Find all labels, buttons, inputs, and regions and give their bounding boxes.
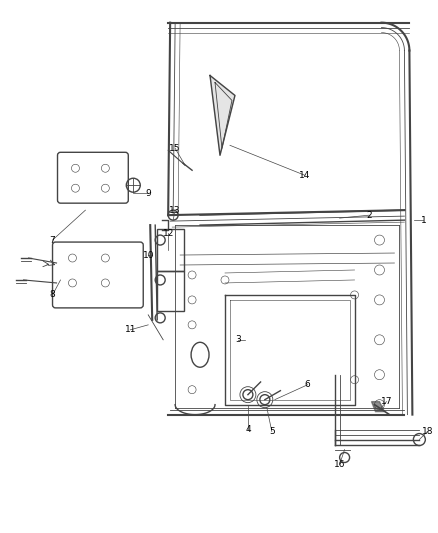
Text: 1: 1 [420, 216, 426, 224]
Text: 2: 2 [367, 211, 372, 220]
Text: 5: 5 [269, 427, 275, 436]
Text: 18: 18 [422, 427, 433, 436]
Polygon shape [210, 76, 235, 155]
Text: 8: 8 [49, 290, 55, 300]
Text: 13: 13 [170, 206, 181, 215]
Polygon shape [371, 402, 385, 411]
Text: 14: 14 [299, 171, 311, 180]
Text: 17: 17 [381, 397, 392, 406]
Text: 9: 9 [145, 189, 151, 198]
Text: 16: 16 [334, 460, 346, 469]
Text: 15: 15 [170, 144, 181, 153]
Text: 7: 7 [49, 236, 55, 245]
Text: 6: 6 [305, 380, 311, 389]
Text: 11: 11 [124, 325, 136, 334]
Text: 4: 4 [245, 425, 251, 434]
Text: 3: 3 [235, 335, 241, 344]
Text: 12: 12 [162, 229, 174, 238]
Text: 10: 10 [142, 251, 154, 260]
